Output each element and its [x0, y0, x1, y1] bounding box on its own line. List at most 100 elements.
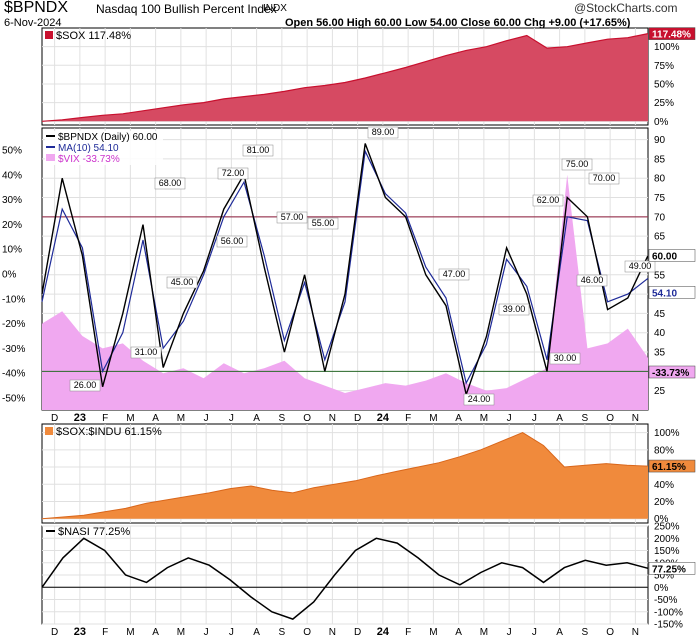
peak-annotation: 89.00 — [372, 127, 395, 137]
y-tick-label: 100% — [654, 428, 680, 439]
x-tick-label: 23 — [74, 412, 86, 424]
peak-annotation: 26.00 — [74, 380, 97, 390]
peak-annotation-bg — [438, 268, 470, 281]
peak-annotation-bg — [561, 158, 593, 171]
x-tick-label: A — [253, 413, 260, 424]
x-tick-label: O — [606, 413, 614, 424]
x-tick-label: S — [279, 627, 286, 638]
x-tick-label: M — [480, 413, 488, 424]
peak-annotation: 46.00 — [581, 275, 604, 285]
bpndx-last-value: 60.00 — [652, 251, 677, 262]
x-tick-label: F — [405, 413, 411, 424]
x-tick-label: M — [429, 627, 437, 638]
exchange-label: INDX — [263, 3, 287, 14]
x-tick-label: J — [507, 627, 512, 638]
y-tick-label: 25% — [654, 98, 674, 109]
y-tick-label-left: -40% — [2, 369, 25, 380]
x-tick-label: J — [507, 413, 512, 424]
y-tick-label: -50% — [654, 595, 677, 606]
y-tick-label-left: 40% — [2, 170, 22, 181]
sox-last-value: 117.48% — [652, 30, 691, 41]
symbol-title: $BPNDX — [4, 0, 69, 16]
peak-annotation: 81.00 — [247, 145, 270, 155]
y-tick-label: 40 — [654, 328, 666, 339]
x-tick-label: A — [556, 413, 563, 424]
peak-annotation: 57.00 — [281, 212, 304, 222]
peak-annotation-bg — [307, 217, 339, 230]
y-tick-label: 0% — [654, 117, 669, 128]
x-tick-label: F — [102, 413, 108, 424]
y-tick-label-left: 30% — [2, 195, 22, 206]
y-tick-label: 50% — [654, 571, 674, 582]
x-tick-label: 24 — [377, 412, 390, 424]
sox-line — [41, 33, 649, 122]
y-tick-label: 50% — [654, 79, 674, 90]
nasi-line — [41, 537, 649, 620]
peak-annotation: 75.00 — [566, 159, 589, 169]
y-tick-label: 80 — [654, 174, 666, 185]
x-tick-label: N — [632, 627, 639, 638]
ma-line — [41, 149, 649, 385]
peak-annotation-bg — [532, 194, 564, 207]
x-tick-label: A — [152, 413, 159, 424]
peak-annotation: 47.00 — [443, 269, 466, 279]
peak-annotation: 62.00 — [537, 195, 560, 205]
peak-annotation-bg — [166, 276, 198, 289]
x-tick-label: M — [126, 413, 134, 424]
bpndx-legend: $BPNDX (Daily) 60.00 — [58, 132, 158, 143]
x-tick-label: D — [51, 413, 58, 424]
y-tick-label: 80% — [654, 445, 674, 456]
x-tick-label: A — [556, 627, 563, 638]
x-tick-label: N — [632, 413, 639, 424]
x-tick-label: O — [606, 627, 614, 638]
y-tick-label: 65 — [654, 232, 666, 243]
x-tick-label: M — [480, 627, 488, 638]
y-tick-label: 0% — [654, 514, 669, 525]
peak-annotation-bg — [154, 177, 186, 190]
peak-annotation-bg — [588, 172, 620, 185]
index-name: Nasdaq 100 Bullish Percent Index — [96, 2, 277, 16]
x-tick-label: S — [582, 627, 589, 638]
sox-legend: $SOX 117.48% — [56, 30, 131, 42]
peak-annotation-bg — [242, 144, 274, 157]
y-tick-label-left: -50% — [2, 394, 25, 405]
x-tick-label: A — [152, 627, 159, 638]
peak-annotation: 30.00 — [554, 353, 577, 363]
watermark: @StockCharts.com — [574, 1, 678, 15]
y-tick-label-left: -20% — [2, 319, 25, 330]
y-tick-label-left: -10% — [2, 294, 25, 305]
y-tick-label: 150% — [654, 546, 680, 557]
y-tick-label: 250% — [654, 522, 680, 533]
peak-annotation: 39.00 — [503, 304, 526, 314]
y-tick-label: 75 — [654, 193, 666, 204]
x-tick-label: J — [532, 627, 537, 638]
bpndx-line — [41, 143, 649, 398]
x-tick-label: S — [582, 413, 589, 424]
ratio-last-value: 61.15% — [652, 462, 686, 473]
ratio-legend-swatch — [45, 427, 53, 435]
y-tick-label: 25 — [654, 386, 666, 397]
y-tick-label: -100% — [654, 607, 683, 618]
sox-area — [42, 33, 648, 122]
peak-annotation-bg — [463, 393, 495, 406]
nasi-last-value: 77.25% — [652, 564, 686, 575]
sox-last-value-bg — [648, 27, 696, 40]
x-tick-label: A — [455, 413, 462, 424]
peak-annotation-bg — [367, 126, 399, 139]
peak-annotation: 31.00 — [135, 347, 158, 357]
ratio-last-value-bg — [648, 459, 696, 473]
x-tick-label: J — [204, 627, 209, 638]
ma-last-value-bg — [648, 286, 696, 299]
x-tick-label: J — [229, 413, 234, 424]
y-tick-label: 200% — [654, 534, 680, 545]
ratio-legend: $SOX:$INDU 61.15% — [56, 426, 162, 438]
y-tick-label-left: 0% — [2, 270, 17, 281]
peak-annotation-bg — [576, 274, 608, 287]
y-tick-label: 35 — [654, 348, 666, 359]
nasi-legend: $NASI 77.25% — [58, 526, 130, 538]
y-tick-label-left: 10% — [2, 245, 22, 256]
ma-last-value: 54.10 — [652, 288, 677, 299]
date-label: 6-Nov-2024 — [4, 17, 62, 29]
x-tick-label: J — [229, 627, 234, 638]
